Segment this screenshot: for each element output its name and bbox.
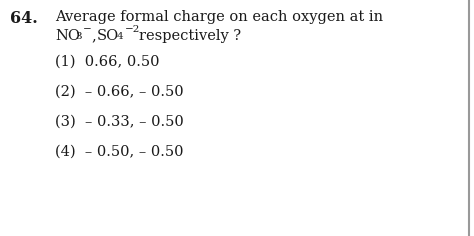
Text: Average formal charge on each oxygen at in: Average formal charge on each oxygen at … [55,10,383,24]
Text: (2)  – 0.66, – 0.50: (2) – 0.66, – 0.50 [55,85,183,99]
Text: −: − [83,25,92,34]
Text: (3)  – 0.33, – 0.50: (3) – 0.33, – 0.50 [55,115,184,129]
Text: 3: 3 [75,32,82,41]
Text: 64.: 64. [10,10,38,27]
Text: (1)  0.66, 0.50: (1) 0.66, 0.50 [55,55,159,69]
Text: (4)  – 0.50, – 0.50: (4) – 0.50, – 0.50 [55,145,183,159]
Text: NO: NO [55,29,80,43]
Text: 4: 4 [117,32,124,41]
Text: SO: SO [97,29,119,43]
Text: ,: , [91,29,96,43]
Text: respectively ?: respectively ? [139,29,241,43]
Text: −2: −2 [125,25,140,34]
